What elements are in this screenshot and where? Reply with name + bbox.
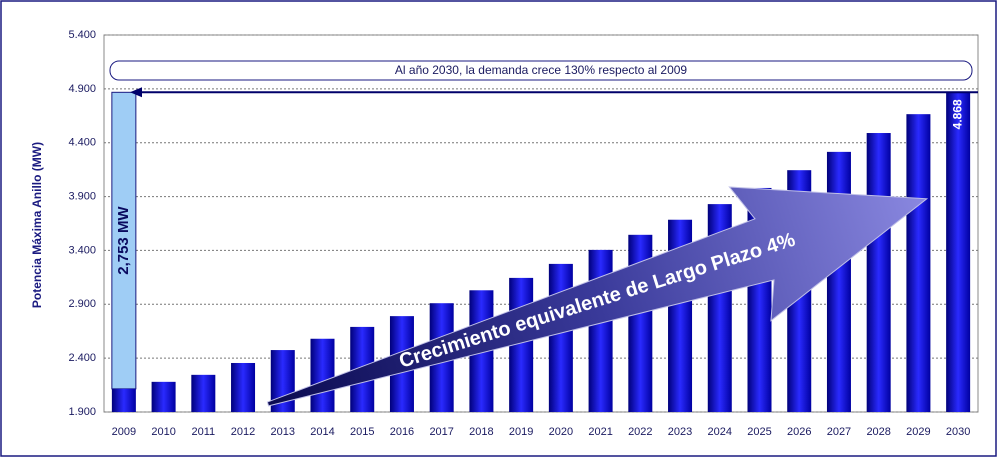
- bar: [906, 114, 931, 413]
- banner: [109, 60, 973, 81]
- y-tick-label: 4.400: [68, 137, 96, 149]
- bar: [191, 374, 216, 412]
- growth-range: [111, 91, 137, 390]
- value-label: 4.868: [950, 99, 964, 129]
- y-tick-label: 3.400: [68, 244, 96, 256]
- range-label: 2,753 MW: [115, 206, 132, 275]
- x-tick-label: 2020: [549, 426, 573, 438]
- y-tick-label: 2.900: [68, 298, 96, 310]
- x-tick-label: 2029: [906, 426, 930, 438]
- x-tick-label: 2011: [191, 426, 215, 438]
- x-tick-label: 2014: [310, 426, 334, 438]
- arrow-head: [130, 87, 142, 98]
- y-axis-label: Potencia Máxima Anillo (MW): [30, 142, 44, 308]
- bar: [866, 133, 891, 412]
- bar: [310, 338, 335, 412]
- bar: [946, 92, 971, 412]
- bar: [111, 388, 136, 412]
- x-tick-label: 2015: [350, 426, 374, 438]
- bar: [151, 381, 176, 412]
- bar: [548, 263, 573, 412]
- trend-arrow-shape: [266, 186, 929, 407]
- x-tick-label: 2022: [628, 426, 652, 438]
- bar: [231, 362, 256, 412]
- x-tick-label: 2012: [231, 426, 255, 438]
- x-tick-label: 2027: [827, 426, 851, 438]
- x-tick-label: 2025: [747, 426, 771, 438]
- y-tick-label: 2.400: [68, 352, 96, 364]
- x-tick-label: 2026: [787, 426, 811, 438]
- y-tick-label: 3.900: [68, 190, 96, 202]
- x-tick-label: 2023: [668, 426, 692, 438]
- x-tick-label: 2013: [271, 426, 295, 438]
- bar: [826, 151, 851, 412]
- banner-text: Al año 2030, la demanda crece 130% respe…: [395, 63, 688, 77]
- x-tick-label: 2017: [429, 426, 453, 438]
- x-tick-label: 2009: [112, 426, 136, 438]
- x-tick-label: 2030: [946, 426, 970, 438]
- x-tick-label: 2016: [390, 426, 414, 438]
- x-tick-label: 2028: [866, 426, 890, 438]
- y-tick-label: 1.900: [68, 406, 96, 418]
- x-tick-label: 2010: [151, 426, 175, 438]
- x-tick-label: 2019: [509, 426, 533, 438]
- x-tick-label: 2021: [588, 426, 612, 438]
- y-tick-label: 4.900: [68, 83, 96, 95]
- y-tick-label: 5.400: [68, 29, 96, 41]
- x-tick-label: 2018: [469, 426, 493, 438]
- x-tick-label: 2024: [708, 426, 732, 438]
